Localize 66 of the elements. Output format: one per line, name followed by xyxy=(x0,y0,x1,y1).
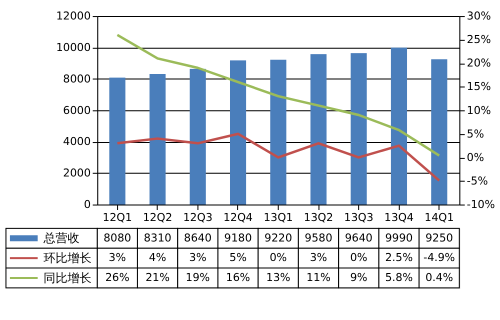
data-label: 8080 xyxy=(103,231,132,244)
data-label: 0.4% xyxy=(425,270,454,284)
data-label: 9580 xyxy=(304,231,332,244)
data-label: 16% xyxy=(226,270,250,284)
bar xyxy=(390,48,408,205)
data-label: 2.5% xyxy=(385,251,413,264)
bar xyxy=(109,78,126,205)
y-tick-label: 4000 xyxy=(63,135,91,148)
data-label: 3% xyxy=(189,251,206,264)
data-label: 0% xyxy=(350,251,368,264)
x-tick-label: 12Q2 xyxy=(142,210,172,224)
data-label: 21% xyxy=(145,270,170,284)
y2-tick-label: 30% xyxy=(466,10,492,23)
bar xyxy=(431,59,448,205)
x-tick-label: 14Q1 xyxy=(424,210,454,224)
x-tick-label: 12Q4 xyxy=(223,210,253,224)
line-series xyxy=(116,34,440,157)
y-tick-label: 12000 xyxy=(56,10,91,23)
data-label: 3% xyxy=(108,251,126,264)
data-label: -4.9% xyxy=(423,251,456,264)
legend-label: 同比增长 xyxy=(44,270,92,285)
bar xyxy=(230,60,246,205)
data-label: 19% xyxy=(186,270,210,284)
data-label: 13% xyxy=(266,270,290,284)
bar xyxy=(310,54,327,205)
y2-tick-label: 25% xyxy=(466,33,492,46)
line-series xyxy=(116,132,440,182)
y2-tick-label: -5% xyxy=(466,174,488,188)
legend-label: 环比增长 xyxy=(44,251,92,266)
data-label: 11% xyxy=(306,270,331,284)
y-tick-label: 10000 xyxy=(56,40,91,54)
y-tick-label: 2000 xyxy=(63,166,91,180)
y2-tick-label: 15% xyxy=(466,80,492,94)
bar xyxy=(270,60,286,205)
x-tick-label: 12Q1 xyxy=(102,210,132,224)
x-tick-label: 13Q1 xyxy=(264,210,293,224)
data-label: 9640 xyxy=(344,231,373,244)
y-tick-label: 0 xyxy=(84,198,91,212)
y2-tick-label: -10% xyxy=(466,198,495,212)
data-label: 9250 xyxy=(425,231,454,244)
y2-tick-label: 0% xyxy=(466,150,484,164)
legend-label: 总营收 xyxy=(42,231,80,246)
x-tick-label: 12Q3 xyxy=(183,210,213,224)
data-label: 9220 xyxy=(264,231,292,244)
bar xyxy=(350,53,367,205)
x-tick-label: 13Q3 xyxy=(344,210,374,224)
y-tick-label: 6000 xyxy=(63,104,91,117)
data-label: 9180 xyxy=(224,231,252,244)
data-label: 4% xyxy=(148,251,166,264)
data-label: 9990 xyxy=(385,231,413,244)
bar xyxy=(190,68,206,205)
data-label: 3% xyxy=(310,251,328,264)
data-label: 26% xyxy=(105,270,130,284)
bar xyxy=(150,74,166,205)
x-tick-label: 13Q4 xyxy=(384,210,414,224)
y2-tick-label: 5% xyxy=(466,127,484,140)
y2-tick-label: 20% xyxy=(466,56,492,70)
x-tick-label: 13Q2 xyxy=(304,210,334,224)
data-label: 5.8% xyxy=(385,270,413,284)
data-label: 8640 xyxy=(184,231,212,244)
data-label: 0% xyxy=(270,251,287,264)
data-label: 9% xyxy=(350,270,368,284)
data-label: 5% xyxy=(229,251,247,264)
y2-tick-label: 10% xyxy=(466,104,492,117)
data-label: 8310 xyxy=(144,231,172,244)
y-tick-label: 8000 xyxy=(63,72,91,86)
